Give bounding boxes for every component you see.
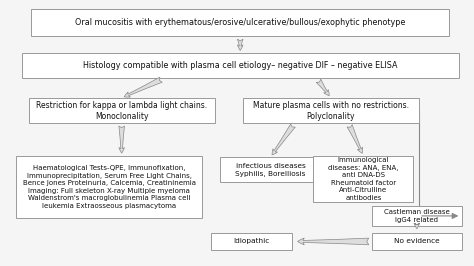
Text: infectious diseases
Syphilis, Borelliosis: infectious diseases Syphilis, Borelliosi… (235, 163, 306, 177)
Text: Oral mucositis with erythematous/erosive/ulcerative/bullous/exophytic phenotype: Oral mucositis with erythematous/erosive… (75, 18, 405, 27)
Text: Immunological
diseases: ANA, ENA,
anti DNA-DS
Rheumatoid factor
Anti-Citrulline
: Immunological diseases: ANA, ENA, anti D… (328, 157, 399, 201)
FancyBboxPatch shape (16, 156, 202, 218)
FancyBboxPatch shape (31, 9, 449, 36)
FancyBboxPatch shape (22, 53, 459, 78)
FancyBboxPatch shape (29, 98, 215, 123)
FancyBboxPatch shape (211, 233, 292, 250)
Text: Histology compatible with plasma cell etiology– negative DIF – negative ELISA: Histology compatible with plasma cell et… (83, 61, 398, 70)
FancyBboxPatch shape (372, 233, 462, 250)
FancyBboxPatch shape (220, 157, 320, 182)
Text: Idiopathic: Idiopathic (234, 238, 270, 244)
Text: Haematological Tests-QPE, Immunofixation,
Immunoprecipitation, Serum Free Light : Haematological Tests-QPE, Immunofixation… (23, 165, 196, 209)
FancyBboxPatch shape (372, 206, 462, 226)
Text: Mature plasma cells with no restrictions.
Polyclonality: Mature plasma cells with no restrictions… (253, 101, 409, 121)
Text: Restriction for kappa or lambda light chains.
Monoclonality: Restriction for kappa or lambda light ch… (36, 101, 207, 121)
FancyBboxPatch shape (243, 98, 419, 123)
Text: Castleman disease
IgG4 related: Castleman disease IgG4 related (384, 209, 450, 223)
Text: No evidence: No evidence (394, 238, 440, 244)
FancyBboxPatch shape (313, 156, 413, 202)
